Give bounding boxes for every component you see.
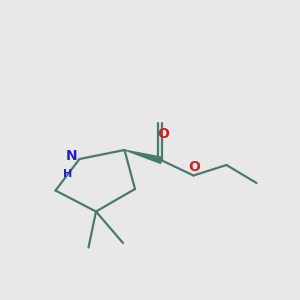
Text: O: O (158, 127, 169, 140)
Text: H: H (63, 169, 72, 179)
Text: O: O (188, 160, 200, 173)
Polygon shape (124, 149, 163, 164)
Text: N: N (66, 149, 78, 163)
